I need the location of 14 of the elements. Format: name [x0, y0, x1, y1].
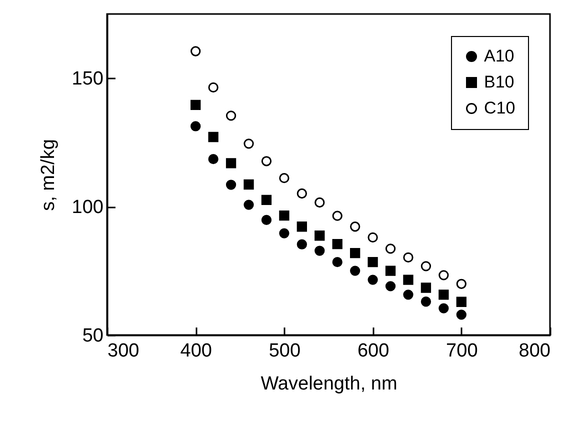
x-tick-label: 600 — [357, 340, 390, 362]
x-tick-label: 400 — [180, 340, 212, 362]
y-axis-title: s, m2/kg — [38, 139, 59, 211]
x-tick-label: 300 — [108, 340, 140, 362]
legend-label: B10 — [484, 72, 514, 92]
y-tick-label: 100 — [72, 197, 104, 218]
y-tick-label: 50 — [82, 326, 104, 346]
x-axis-title: Wavelength, nm — [260, 374, 398, 394]
legend-label: A10 — [484, 46, 514, 66]
x-tick-label: 700 — [446, 340, 478, 362]
x-tick-label: 500 — [268, 340, 301, 362]
legend-label: C10 — [484, 98, 516, 118]
y-tick-label: 150 — [72, 68, 104, 90]
x-tick-label: 800 — [518, 340, 550, 362]
